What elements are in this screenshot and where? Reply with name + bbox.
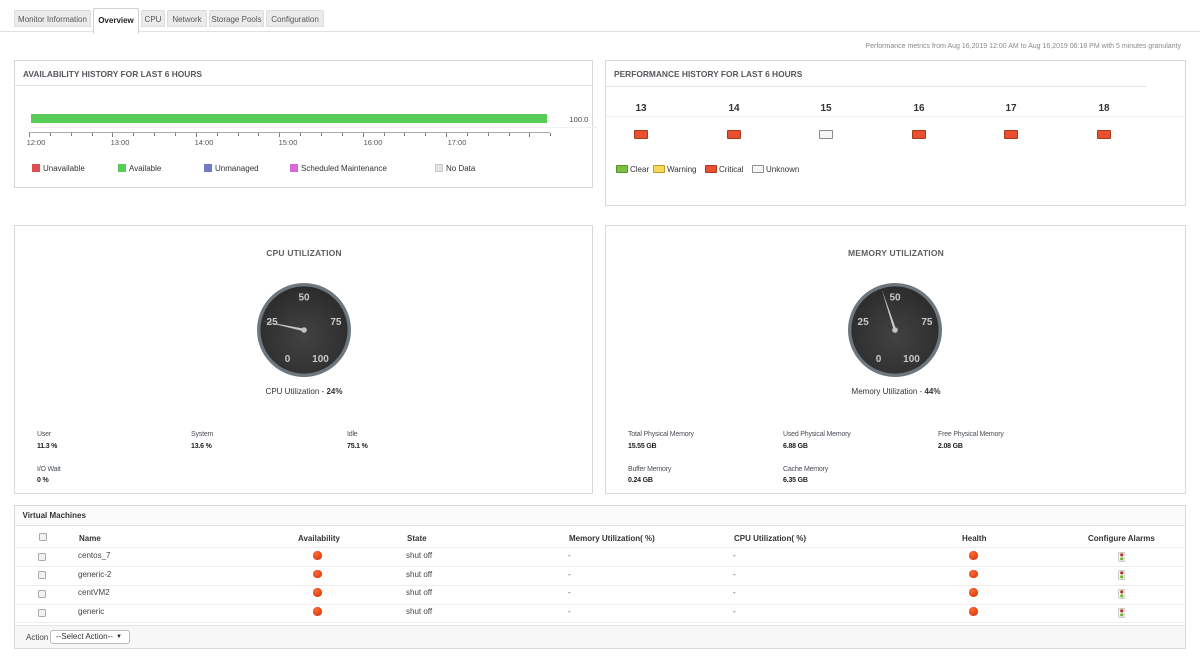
svg-text:100: 100 <box>312 354 329 365</box>
svg-text:0: 0 <box>876 354 882 365</box>
svg-text:50: 50 <box>889 292 901 303</box>
svg-text:75: 75 <box>921 317 933 328</box>
svg-text:100: 100 <box>903 354 920 365</box>
svg-text:0: 0 <box>285 354 291 365</box>
svg-text:25: 25 <box>858 317 870 328</box>
svg-text:50: 50 <box>298 292 310 303</box>
svg-text:25: 25 <box>267 317 279 328</box>
svg-text:75: 75 <box>330 317 342 328</box>
